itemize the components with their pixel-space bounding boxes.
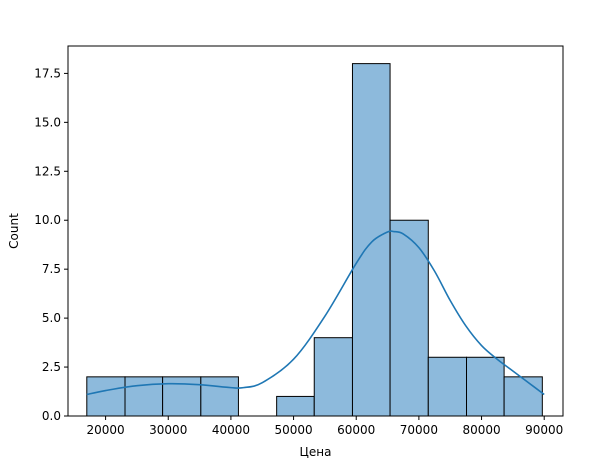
histogram-bar xyxy=(313,337,353,417)
x-axis-label: Цена xyxy=(300,445,332,459)
histogram-bar xyxy=(124,376,164,417)
y-tick-label: 2.5 xyxy=(42,360,61,374)
histogram-bar xyxy=(351,63,391,417)
x-axis-ticks: 20000 30000 40000 50000 60000 70000 80000 90000 xyxy=(87,416,563,437)
kde-line xyxy=(86,230,545,396)
y-axis-ticks: 0.0 2.5 5.0 7.5 10.0 12.5 15.0 17.5 xyxy=(34,66,68,423)
y-tick-label: 0.0 xyxy=(42,409,61,423)
histogram-bar xyxy=(86,376,126,417)
x-tick-label: 30000 xyxy=(149,423,187,437)
y-tick-label: 15.0 xyxy=(34,115,61,129)
histogram-bar xyxy=(200,376,239,417)
x-tick-label: 80000 xyxy=(462,423,500,437)
histogram-bar xyxy=(389,219,429,417)
bars-layer xyxy=(86,63,543,417)
x-tick-label: 20000 xyxy=(87,423,125,437)
histogram-bar xyxy=(162,376,202,417)
histogram-bar xyxy=(276,395,315,417)
histogram-bar xyxy=(466,356,505,417)
x-tick-label: 70000 xyxy=(400,423,438,437)
histogram-bar xyxy=(503,376,543,417)
plot-frame xyxy=(67,45,564,417)
x-tick-label: 40000 xyxy=(212,423,250,437)
y-tick-label: 17.5 xyxy=(34,66,61,80)
histogram-bar xyxy=(427,356,468,417)
y-tick-label: 7.5 xyxy=(42,262,61,276)
y-tick-label: 5.0 xyxy=(42,311,61,325)
y-tick-label: 12.5 xyxy=(34,164,61,178)
x-tick-label: 90000 xyxy=(525,423,563,437)
x-tick-label: 60000 xyxy=(337,423,375,437)
kde-layer xyxy=(86,230,545,396)
y-axis-label: Count xyxy=(7,213,21,249)
y-tick-label: 10.0 xyxy=(34,213,61,227)
x-tick-label: 50000 xyxy=(274,423,312,437)
